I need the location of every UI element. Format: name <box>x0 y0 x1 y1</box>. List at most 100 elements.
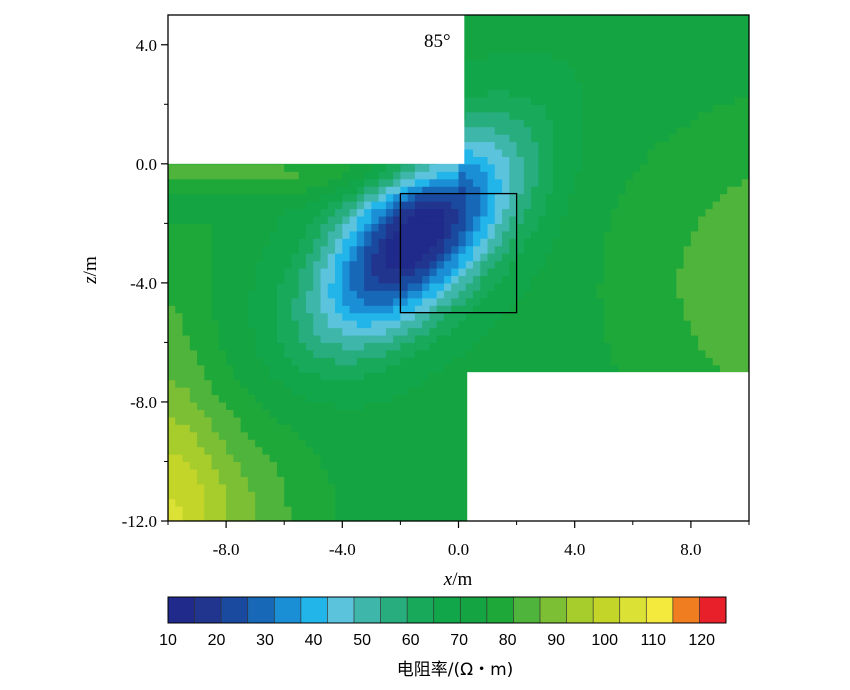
heatmap-cell <box>349 334 358 344</box>
heatmap-cell <box>371 193 380 202</box>
heatmap-cell <box>552 230 561 239</box>
heatmap-cell <box>661 357 670 366</box>
heatmap-cell <box>335 498 343 507</box>
heatmap-cell <box>647 156 656 165</box>
heatmap-cell <box>182 364 191 373</box>
heatmap-cell <box>618 275 627 284</box>
heatmap-cell <box>502 96 510 105</box>
heatmap-cell <box>640 349 648 358</box>
heatmap-cell <box>618 215 627 224</box>
heatmap-cell <box>574 67 583 76</box>
heatmap-cell <box>211 245 220 254</box>
heatmap-cell <box>676 111 685 120</box>
heatmap-cell <box>516 156 525 165</box>
heatmap-cell <box>305 357 314 366</box>
heatmap-cell <box>480 275 489 284</box>
heatmap-cell <box>233 245 242 254</box>
heatmap-cell <box>226 513 234 521</box>
heatmap-cell <box>589 260 598 269</box>
heatmap-cell <box>313 327 322 336</box>
heatmap-cell <box>502 134 510 143</box>
heatmap-cell <box>175 416 184 425</box>
heatmap-cell <box>581 282 590 291</box>
heatmap-cell <box>473 282 481 291</box>
heatmap-cell <box>385 387 394 396</box>
heatmap-cell <box>625 59 634 68</box>
heatmap-cell <box>168 253 176 262</box>
heatmap-cell <box>197 476 205 485</box>
heatmap-cell <box>560 15 569 24</box>
heatmap-cell <box>393 193 401 202</box>
heatmap-cell <box>247 163 256 172</box>
heatmap-cell <box>385 334 394 344</box>
heatmap-cell <box>632 15 641 24</box>
heatmap-cell <box>226 342 234 351</box>
heatmap-cell <box>175 275 184 284</box>
heatmap-cell <box>611 96 619 105</box>
heatmap-cell <box>168 171 176 180</box>
heatmap-cell <box>356 439 365 448</box>
heatmap-cell <box>451 305 460 314</box>
heatmap-cell <box>240 409 249 418</box>
heatmap-cell <box>458 178 467 187</box>
heatmap-cell <box>211 305 220 314</box>
heatmap-cell <box>182 513 191 521</box>
heatmap-cell <box>327 439 336 448</box>
heatmap-cell <box>552 111 561 120</box>
heatmap-cell <box>429 201 438 210</box>
heatmap-cell <box>197 461 205 470</box>
heatmap-cell <box>255 230 264 239</box>
heatmap-cell <box>175 215 184 224</box>
heatmap-cell <box>487 230 496 239</box>
heatmap-cell <box>189 193 198 202</box>
heatmap-cell <box>494 290 503 299</box>
heatmap-cell <box>589 297 598 306</box>
heatmap-cell <box>690 156 699 165</box>
heatmap-cell <box>509 334 518 344</box>
heatmap-cell <box>284 416 293 425</box>
heatmap-cell <box>349 431 358 440</box>
heatmap-cell <box>625 334 634 344</box>
heatmap-cell <box>625 223 634 232</box>
heatmap-cell <box>523 37 532 46</box>
heatmap-cell <box>632 134 641 143</box>
heatmap-cell <box>284 327 293 336</box>
heatmap-cell <box>669 357 677 366</box>
heatmap-cell <box>393 513 401 521</box>
heatmap-cell <box>422 334 431 344</box>
heatmap-cell <box>211 163 220 172</box>
heatmap-cell <box>661 238 670 247</box>
heatmap-cell <box>531 349 539 358</box>
heatmap-cell <box>611 297 619 306</box>
heatmap-cell <box>385 253 394 262</box>
heatmap-cell <box>204 238 213 247</box>
heatmap-cell <box>465 290 474 299</box>
heatmap-cell <box>429 163 438 172</box>
heatmap-cell <box>349 297 358 306</box>
heatmap-cell <box>654 134 663 143</box>
heatmap-cell <box>269 230 278 239</box>
heatmap-cell <box>371 357 380 366</box>
heatmap-cell <box>255 364 264 373</box>
heatmap-cell <box>189 424 198 433</box>
heatmap-cell <box>618 312 627 321</box>
heatmap-cell <box>320 223 329 232</box>
heatmap-cell <box>611 111 619 120</box>
heatmap-cell <box>218 349 227 358</box>
heatmap-cell <box>291 215 300 224</box>
heatmap-cell <box>625 15 634 24</box>
heatmap-cell <box>168 491 176 500</box>
heatmap-cell <box>327 476 336 485</box>
heatmap-cell <box>465 305 474 314</box>
heatmap-cell <box>560 193 569 202</box>
heatmap-cell <box>327 320 336 329</box>
heatmap-cell <box>538 134 547 143</box>
heatmap-cell <box>538 305 547 314</box>
heatmap-cell <box>661 275 670 284</box>
heatmap-cell <box>676 22 685 31</box>
heatmap-cell <box>560 268 569 277</box>
heatmap-cell <box>676 186 685 195</box>
heatmap-cell <box>494 59 503 68</box>
heatmap-cell <box>480 357 489 366</box>
heatmap-cell <box>618 67 627 76</box>
